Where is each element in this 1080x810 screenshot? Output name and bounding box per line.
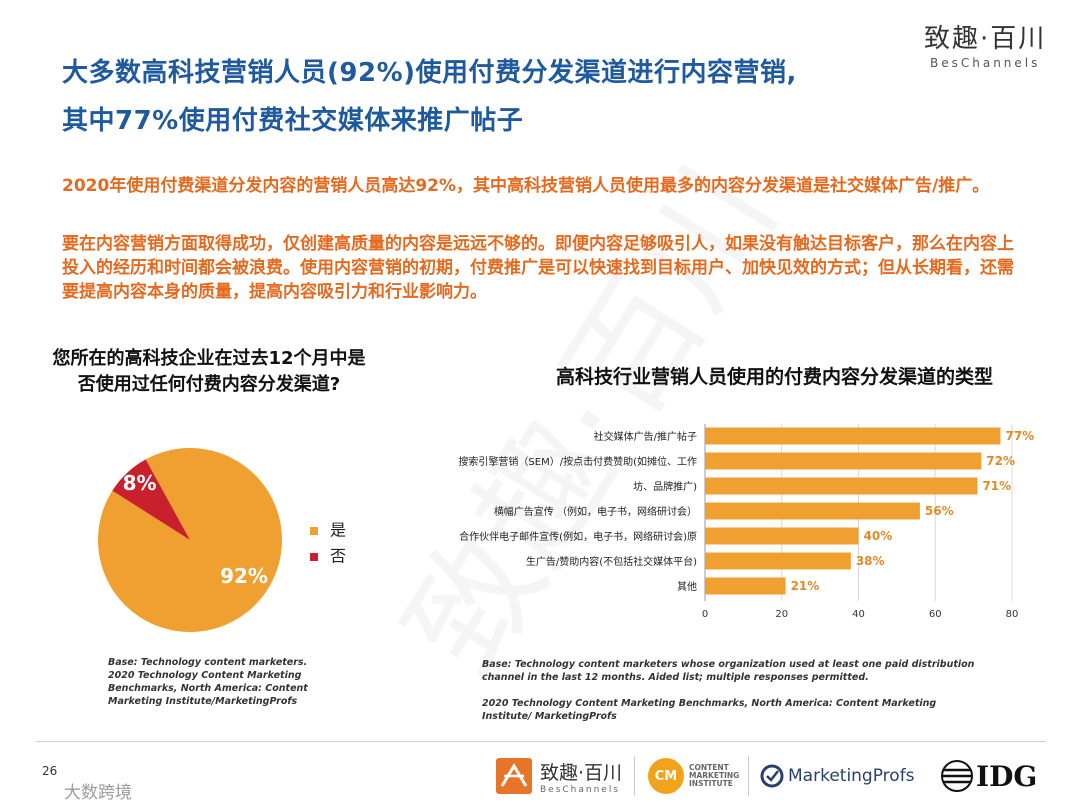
- page-title-line1: 大多数高科技营销人员(92%)使用付费分发渠道进行内容营销,: [62, 58, 797, 88]
- marketingprofs-footer-logo: MarketingProfs: [760, 752, 915, 800]
- pie-legend-swatch: [310, 553, 318, 561]
- beschannels-footer-logo: 致趣·百川 BesChannels: [494, 752, 622, 800]
- footer-logo-cn: 致趣·百川: [540, 761, 623, 784]
- brand-logo-english: BesChannels: [930, 56, 1041, 70]
- pie-value-label: 8%: [123, 471, 157, 495]
- bar-value-label: 72%: [986, 454, 1015, 468]
- bar: [705, 552, 851, 570]
- bar: [705, 502, 920, 520]
- bar: [705, 427, 1001, 445]
- page-number: 26: [42, 764, 58, 778]
- bar-value-label: 71%: [982, 479, 1011, 493]
- x-tick-label: 80: [1006, 609, 1019, 620]
- x-tick-label: 0: [702, 609, 708, 620]
- bar-source-note: 2020 Technology Content Marketing Benchm…: [482, 698, 937, 722]
- idg-text: IDG: [976, 759, 1038, 793]
- pie-slice-no: [112, 459, 190, 540]
- marketingprofs-text: MarketingProfs: [788, 766, 915, 786]
- bar: [705, 452, 982, 470]
- pie-chart-title: 您所在的高科技企业在过去12个月中是否使用过任何付费内容分发渠道?: [52, 348, 366, 395]
- bar-value-label: 38%: [856, 554, 885, 568]
- footer-separator: [634, 756, 635, 796]
- page-title-line2: 其中77%使用付费社交媒体来推广帖子: [62, 106, 524, 136]
- pie-value-label: 92%: [220, 564, 268, 588]
- bar: [705, 527, 859, 545]
- pie-legend-swatch: [310, 527, 318, 535]
- pie-source-note: Base: Technology content marketers. 2020…: [108, 657, 308, 707]
- summary-paragraph: 2020年使用付费渠道分发内容的营销人员高达92%，其中高科技营销人员使用最多的…: [62, 176, 990, 196]
- source-watermark: 大数跨境: [64, 783, 132, 803]
- bar: [705, 577, 786, 595]
- bar-value-label: 21%: [791, 579, 820, 593]
- footer-logo-en: BesChannels: [540, 784, 621, 795]
- cmi-footer-logo: CM CONTENT MARKETING INSTITUTE: [648, 752, 745, 800]
- bar-value-label: 77%: [1005, 429, 1034, 443]
- cmi-mark-icon: CM: [648, 758, 684, 794]
- bar-value-label: 56%: [925, 504, 954, 518]
- footer-divider: [36, 741, 1046, 742]
- brand-logo: 致趣·百川: [924, 24, 1047, 54]
- beschannels-mark-icon: [496, 758, 532, 794]
- bar: [705, 477, 978, 495]
- bar-base-note: Base: Technology content marketers whose…: [482, 659, 975, 683]
- bar-chart-title: 高科技行业营销人员使用的付费内容分发渠道的类型: [556, 366, 994, 388]
- idg-footer-logo: IDG: [940, 752, 1037, 800]
- pie-legend-label: 是: [330, 521, 346, 540]
- x-tick-label: 40: [852, 609, 865, 620]
- pie-slice-yes: [98, 447, 283, 632]
- cmi-text: CONTENT MARKETING INSTITUTE: [689, 763, 740, 788]
- marketingprofs-mark-icon: [760, 764, 784, 788]
- insight-paragraph: 要在内容营销方面取得成功，仅创建高质量的内容是远远不够的。即便内容足够吸引人，如…: [62, 234, 1014, 302]
- footer-separator: [748, 756, 749, 796]
- background-watermark: 致趣·百川: [352, 126, 809, 702]
- idg-globe-icon: [941, 760, 973, 792]
- x-tick-label: 20: [775, 609, 788, 620]
- pie-legend-label: 否: [330, 547, 346, 566]
- bar-category-label: 其他: [677, 580, 697, 593]
- x-tick-label: 60: [929, 609, 942, 620]
- bar-value-label: 40%: [864, 529, 893, 543]
